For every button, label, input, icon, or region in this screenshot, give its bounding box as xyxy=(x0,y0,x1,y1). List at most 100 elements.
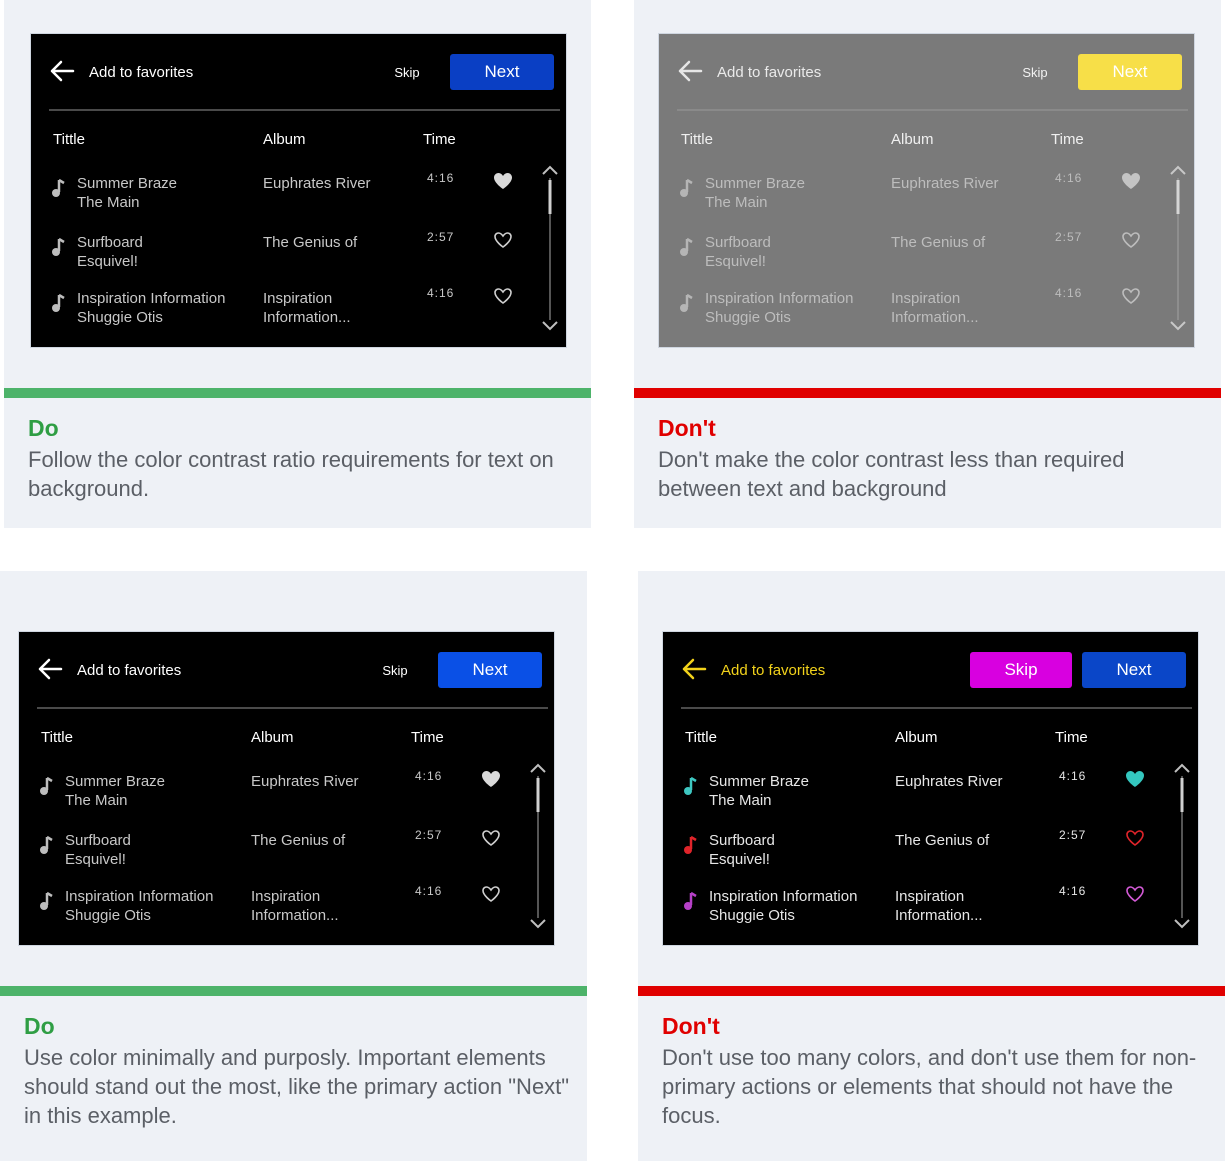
track-row[interactable]: Surfboard Esquivel! The Genius of 2:57 xyxy=(663,828,1198,885)
heart-outline-icon[interactable] xyxy=(481,829,501,847)
track-title: Surfboard Esquivel! xyxy=(705,234,771,270)
track-title: Summer Braze The Main xyxy=(705,175,806,211)
verdict-label: Do xyxy=(24,1013,55,1039)
music-note-icon xyxy=(51,178,65,198)
example-card-dont-contrast: Add to favorites Skip Next Tittle Album … xyxy=(634,0,1221,528)
next-button[interactable]: Next xyxy=(1082,652,1186,688)
back-arrow-icon[interactable] xyxy=(49,60,75,82)
track-row[interactable]: Inspiration Information Shuggie Otis Insp… xyxy=(31,286,566,343)
ui-preview-screen: Add to favorites Skip Next Tittle Album … xyxy=(18,631,555,946)
track-row[interactable]: Summer Braze The Main Euphrates River 4:1… xyxy=(31,171,566,228)
col-header-album: Album xyxy=(263,131,306,148)
header-divider xyxy=(681,707,1192,709)
track-row[interactable]: Summer Braze The Main Euphrates River 4:1… xyxy=(663,769,1198,826)
col-header-album: Album xyxy=(891,131,934,148)
track-row[interactable]: Surfboard Esquivel! The Genius of 2:57 xyxy=(19,828,554,885)
track-album: Inspiration Information... xyxy=(263,290,351,326)
scrollbar[interactable] xyxy=(1168,164,1188,334)
track-row[interactable]: Surfboard Esquivel! The Genius of 2:57 xyxy=(659,230,1194,287)
music-note-icon xyxy=(679,178,693,198)
screen-header: Add to favorites Skip Next xyxy=(19,632,554,707)
skip-button[interactable]: Skip xyxy=(394,64,420,80)
ui-preview-screen: Add to favorites Skip Next Tittle Album … xyxy=(658,33,1195,348)
col-header-time: Time xyxy=(423,131,456,148)
music-note-icon xyxy=(683,776,697,796)
track-title: Surfboard Esquivel! xyxy=(77,234,143,270)
track-time: 2:57 xyxy=(415,828,443,842)
next-button[interactable]: Next xyxy=(450,54,554,90)
track-album: Euphrates River xyxy=(891,175,999,192)
track-album: The Genius of xyxy=(895,832,990,849)
track-album: Inspiration Information... xyxy=(251,888,339,924)
track-title: Inspiration Information Shuggie Otis xyxy=(705,290,854,326)
scrollbar[interactable] xyxy=(540,164,560,334)
track-time: 2:57 xyxy=(427,230,455,244)
track-title: Inspiration Information Shuggie Otis xyxy=(65,888,214,924)
track-time: 4:16 xyxy=(427,171,455,185)
track-row[interactable]: Inspiration Information Shuggie Otis Insp… xyxy=(659,286,1194,343)
next-button[interactable]: Next xyxy=(1078,54,1182,90)
heart-outline-icon[interactable] xyxy=(481,885,501,903)
heart-outline-icon[interactable] xyxy=(493,287,513,305)
verdict-label: Do xyxy=(28,415,59,441)
heart-filled-icon[interactable] xyxy=(1125,770,1145,788)
music-note-icon xyxy=(683,891,697,911)
dont-indicator-bar xyxy=(638,986,1225,996)
col-header-time: Time xyxy=(1055,729,1088,746)
do-indicator-bar xyxy=(0,986,587,996)
heart-filled-icon[interactable] xyxy=(493,172,513,190)
track-title: Inspiration Information Shuggie Otis xyxy=(77,290,226,326)
screen-header: Add to favorites Skip Next xyxy=(659,34,1194,109)
track-time: 4:16 xyxy=(1059,769,1087,783)
screen-header: Add to favorites Skip Next xyxy=(31,34,566,109)
next-button[interactable]: Next xyxy=(438,652,542,688)
track-row[interactable]: Surfboard Esquivel! The Genius of 2:57 xyxy=(31,230,566,287)
track-row[interactable]: Inspiration Information Shuggie Otis Insp… xyxy=(663,884,1198,941)
col-header-album: Album xyxy=(251,729,294,746)
guideline-text: Use color minimally and purposly. Import… xyxy=(24,1045,570,1128)
track-row[interactable]: Summer Braze The Main Euphrates River 4:1… xyxy=(659,171,1194,228)
music-note-icon xyxy=(51,237,65,257)
guideline-text: Follow the color contrast ratio requirem… xyxy=(28,447,554,501)
music-note-icon xyxy=(679,293,693,313)
heart-outline-icon[interactable] xyxy=(1121,231,1141,249)
heart-outline-icon[interactable] xyxy=(493,231,513,249)
heart-outline-icon[interactable] xyxy=(1125,829,1145,847)
track-time: 4:16 xyxy=(1059,884,1087,898)
ui-preview-screen: Add to favorites Skip Next Tittle Album … xyxy=(30,33,567,348)
heart-outline-icon[interactable] xyxy=(1121,287,1141,305)
example-card-do-contrast: Add to favorites Skip Next Tittle Album … xyxy=(4,0,591,528)
music-note-icon xyxy=(683,835,697,855)
screen-title: Add to favorites xyxy=(717,64,822,81)
back-arrow-icon[interactable] xyxy=(681,658,707,680)
do-indicator-bar xyxy=(4,388,591,398)
heart-filled-icon[interactable] xyxy=(1121,172,1141,190)
track-row[interactable]: Inspiration Information Shuggie Otis Insp… xyxy=(19,884,554,941)
back-arrow-icon[interactable] xyxy=(677,60,703,82)
scrollbar[interactable] xyxy=(528,762,548,932)
skip-button[interactable]: Skip xyxy=(382,662,408,678)
col-header-title: Tittle xyxy=(53,131,85,148)
back-arrow-icon[interactable] xyxy=(37,658,63,680)
col-header-time: Time xyxy=(1051,131,1084,148)
track-album: Euphrates River xyxy=(251,773,359,790)
heart-filled-icon[interactable] xyxy=(481,770,501,788)
track-time: 4:16 xyxy=(1055,171,1083,185)
track-album: The Genius of xyxy=(251,832,346,849)
track-time: 4:16 xyxy=(415,769,443,783)
heart-outline-icon[interactable] xyxy=(1125,885,1145,903)
music-note-icon xyxy=(39,891,53,911)
track-title: Surfboard Esquivel! xyxy=(709,832,775,868)
track-time: 4:16 xyxy=(415,884,443,898)
track-row[interactable]: Summer Braze The Main Euphrates River 4:1… xyxy=(19,769,554,826)
scrollbar[interactable] xyxy=(1172,762,1192,932)
guideline-text: Don't use too many colors, and don't use… xyxy=(662,1045,1197,1128)
skip-button[interactable]: Skip xyxy=(1022,64,1048,80)
header-divider xyxy=(677,109,1188,111)
screen-title: Add to favorites xyxy=(89,64,194,81)
verdict-label: Don't xyxy=(658,415,716,441)
music-note-icon xyxy=(51,293,65,313)
music-note-icon xyxy=(39,835,53,855)
screen-title: Add to favorites xyxy=(77,662,182,679)
skip-button[interactable]: Skip xyxy=(970,652,1072,688)
